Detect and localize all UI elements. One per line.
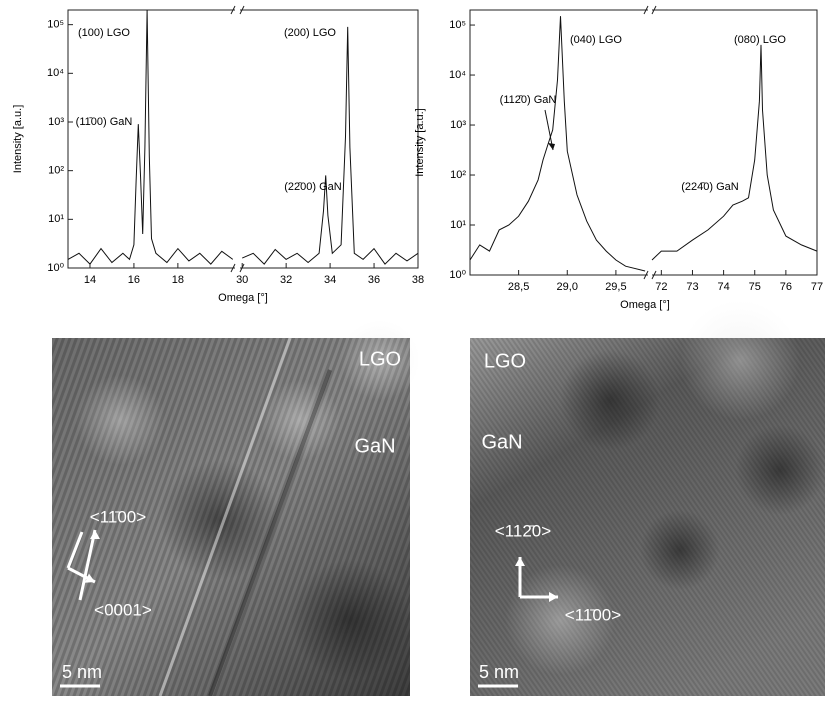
- x-tick-label: 14: [84, 274, 96, 286]
- image-arrowhead: [515, 557, 525, 566]
- y-tick-label: 10⁴: [449, 69, 466, 81]
- image-label: GaN: [481, 431, 522, 453]
- image-label: <112̄0>: [495, 521, 551, 540]
- y-tick-label: 10²: [450, 169, 466, 181]
- y-tick-label: 10⁵: [449, 19, 466, 31]
- x-tick-label: 18: [172, 274, 184, 286]
- x-tick-label: 29,0: [557, 281, 578, 293]
- x-tick-label: 29,5: [605, 281, 626, 293]
- peak-annotation: (22̄00) GaN: [284, 181, 342, 193]
- x-axis-label: Omega [°]: [218, 292, 268, 304]
- axis-break: [643, 5, 657, 15]
- image-arrowhead: [84, 573, 95, 583]
- x-tick-label: 30: [236, 274, 248, 286]
- y-tick-label: 10⁰: [47, 262, 64, 274]
- data-line: [651, 44, 818, 261]
- peak-annotation: (040) LGO: [570, 34, 622, 46]
- image-label: 5 nm: [479, 662, 519, 682]
- tem-image-right: [470, 300, 825, 696]
- image-arrowhead: [549, 592, 558, 602]
- annotation-arrow: [544, 109, 554, 151]
- x-tick-label: 38: [412, 274, 424, 286]
- x-tick-label: 36: [368, 274, 380, 286]
- x-tick-label: 16: [128, 274, 140, 286]
- x-tick-label: 74: [717, 281, 729, 293]
- peak-annotation: (112̄0) GaN: [500, 94, 557, 106]
- x-tick-label: 34: [324, 274, 336, 286]
- y-tick-label: 10¹: [48, 213, 64, 225]
- annotation-arrowhead: [548, 143, 555, 150]
- x-axis-label: Omega [°]: [620, 299, 670, 311]
- peak-annotation: (224̄0) GaN: [681, 181, 739, 193]
- tem-image-left: [52, 320, 420, 697]
- image-label: <11̄00>: [565, 605, 621, 624]
- axis-frame: [67, 9, 419, 269]
- y-tick-label: 10³: [450, 119, 466, 131]
- data-line: [242, 26, 419, 265]
- image-label: <0001>: [94, 600, 152, 619]
- image-label: <11̄00>: [90, 507, 146, 526]
- y-tick-label: 10⁰: [449, 269, 466, 281]
- axis-frame: [469, 9, 818, 276]
- image-label: GaN: [354, 435, 395, 457]
- x-tick-label: 73: [686, 281, 698, 293]
- x-tick-label: 28,5: [508, 281, 529, 293]
- y-tick-label: 10³: [48, 116, 64, 128]
- peak-annotation: (100) LGO: [78, 27, 130, 39]
- y-axis-label: Intensity [a.u.]: [12, 105, 24, 173]
- image-arrowhead: [90, 530, 100, 539]
- data-line: [67, 9, 234, 265]
- y-tick-label: 10⁴: [47, 67, 64, 79]
- peak-annotation: (200) LGO: [284, 27, 336, 39]
- y-tick-label: 10²: [48, 165, 64, 177]
- x-tick-label: 32: [280, 274, 292, 286]
- image-label: LGO: [484, 350, 526, 372]
- peak-annotation: (11̄00) GaN: [76, 116, 133, 128]
- image-label: LGO: [359, 348, 401, 370]
- x-tick-label: 77: [811, 281, 823, 293]
- y-axis-label: Intensity [a.u.]: [414, 108, 426, 176]
- x-tick-label: 76: [780, 281, 792, 293]
- y-tick-label: 10⁵: [47, 19, 64, 31]
- x-tick-label: 75: [749, 281, 761, 293]
- axis-break: [643, 270, 657, 280]
- x-tick-label: 72: [655, 281, 667, 293]
- y-tick-label: 10¹: [450, 219, 466, 231]
- peak-annotation: (080) LGO: [734, 34, 786, 46]
- axis-break: [230, 5, 245, 15]
- data-line: [469, 16, 646, 272]
- image-label: 5 nm: [62, 662, 102, 682]
